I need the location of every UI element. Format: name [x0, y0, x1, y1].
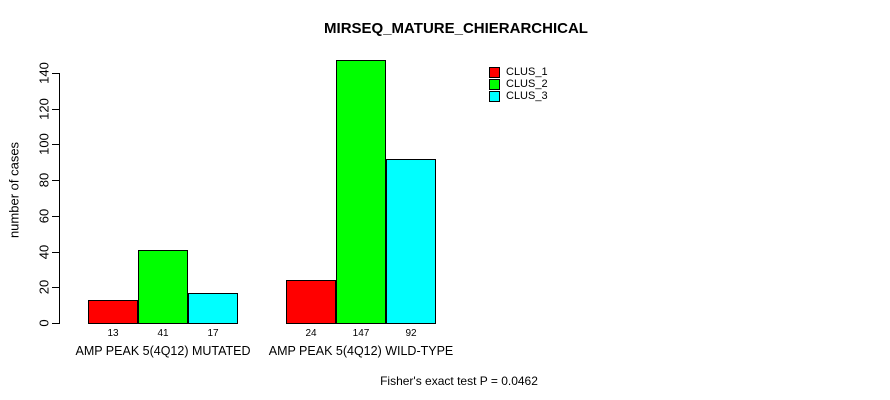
- y-tick-label: 0: [36, 319, 52, 327]
- bar-clus_2-group2: [336, 60, 386, 324]
- y-tick-label: 140: [36, 62, 52, 84]
- legend-item-clus_3: CLUS_3: [489, 90, 548, 102]
- y-tick-mark: [52, 323, 59, 324]
- bar-value-label: 41: [157, 328, 169, 339]
- y-tick-label: 100: [36, 133, 52, 156]
- annotation-text: Fisher's exact test P = 0.0462: [380, 374, 538, 388]
- y-axis-line: [59, 73, 60, 324]
- group-label: AMP PEAK 5(4Q12) WILD-TYPE: [268, 344, 454, 358]
- y-tick-label: 80: [36, 172, 52, 188]
- legend-item-clus_1: CLUS_1: [489, 66, 548, 78]
- legend-label: CLUS_1: [506, 66, 548, 78]
- y-tick-mark: [52, 180, 59, 182]
- bar-value-label: 92: [405, 328, 417, 339]
- y-tick-mark: [52, 287, 59, 289]
- bar-clus_3-group2: [386, 159, 436, 324]
- bar-value-label: 147: [352, 328, 370, 339]
- bar-clus_1-group2: [286, 280, 336, 324]
- bar-value-label: 17: [207, 328, 219, 339]
- bar-value-label: 13: [107, 328, 119, 339]
- bar-value-label: 24: [305, 328, 317, 339]
- y-axis-label: number of cases: [6, 141, 22, 239]
- legend-label: CLUS_3: [506, 90, 548, 102]
- legend-label: CLUS_2: [506, 78, 548, 90]
- y-tick-mark: [52, 144, 59, 146]
- legend-item-clus_2: CLUS_2: [489, 78, 548, 90]
- legend-swatch-clus_3: [489, 90, 500, 102]
- bar-clus_2-group1: [138, 250, 188, 324]
- bar-clus_1-group1: [88, 300, 138, 324]
- group-label: AMP PEAK 5(4Q12) MUTATED: [75, 344, 251, 358]
- bar-clus_3-group1: [188, 293, 238, 324]
- y-tick-label: 60: [36, 208, 52, 224]
- chart-title: MIRSEQ_MATURE_CHIERARCHICAL: [324, 20, 588, 37]
- legend-swatch-clus_2: [489, 78, 500, 90]
- y-tick-label: 120: [36, 97, 52, 120]
- y-tick-mark: [52, 73, 59, 74]
- y-tick-label: 40: [36, 244, 52, 259]
- y-tick-mark: [52, 251, 59, 253]
- y-tick-mark: [52, 215, 59, 217]
- y-tick-mark: [52, 108, 59, 110]
- legend: CLUS_1 CLUS_2 CLUS_3: [489, 66, 548, 102]
- y-tick-label: 20: [36, 280, 52, 295]
- legend-swatch-clus_1: [489, 66, 500, 78]
